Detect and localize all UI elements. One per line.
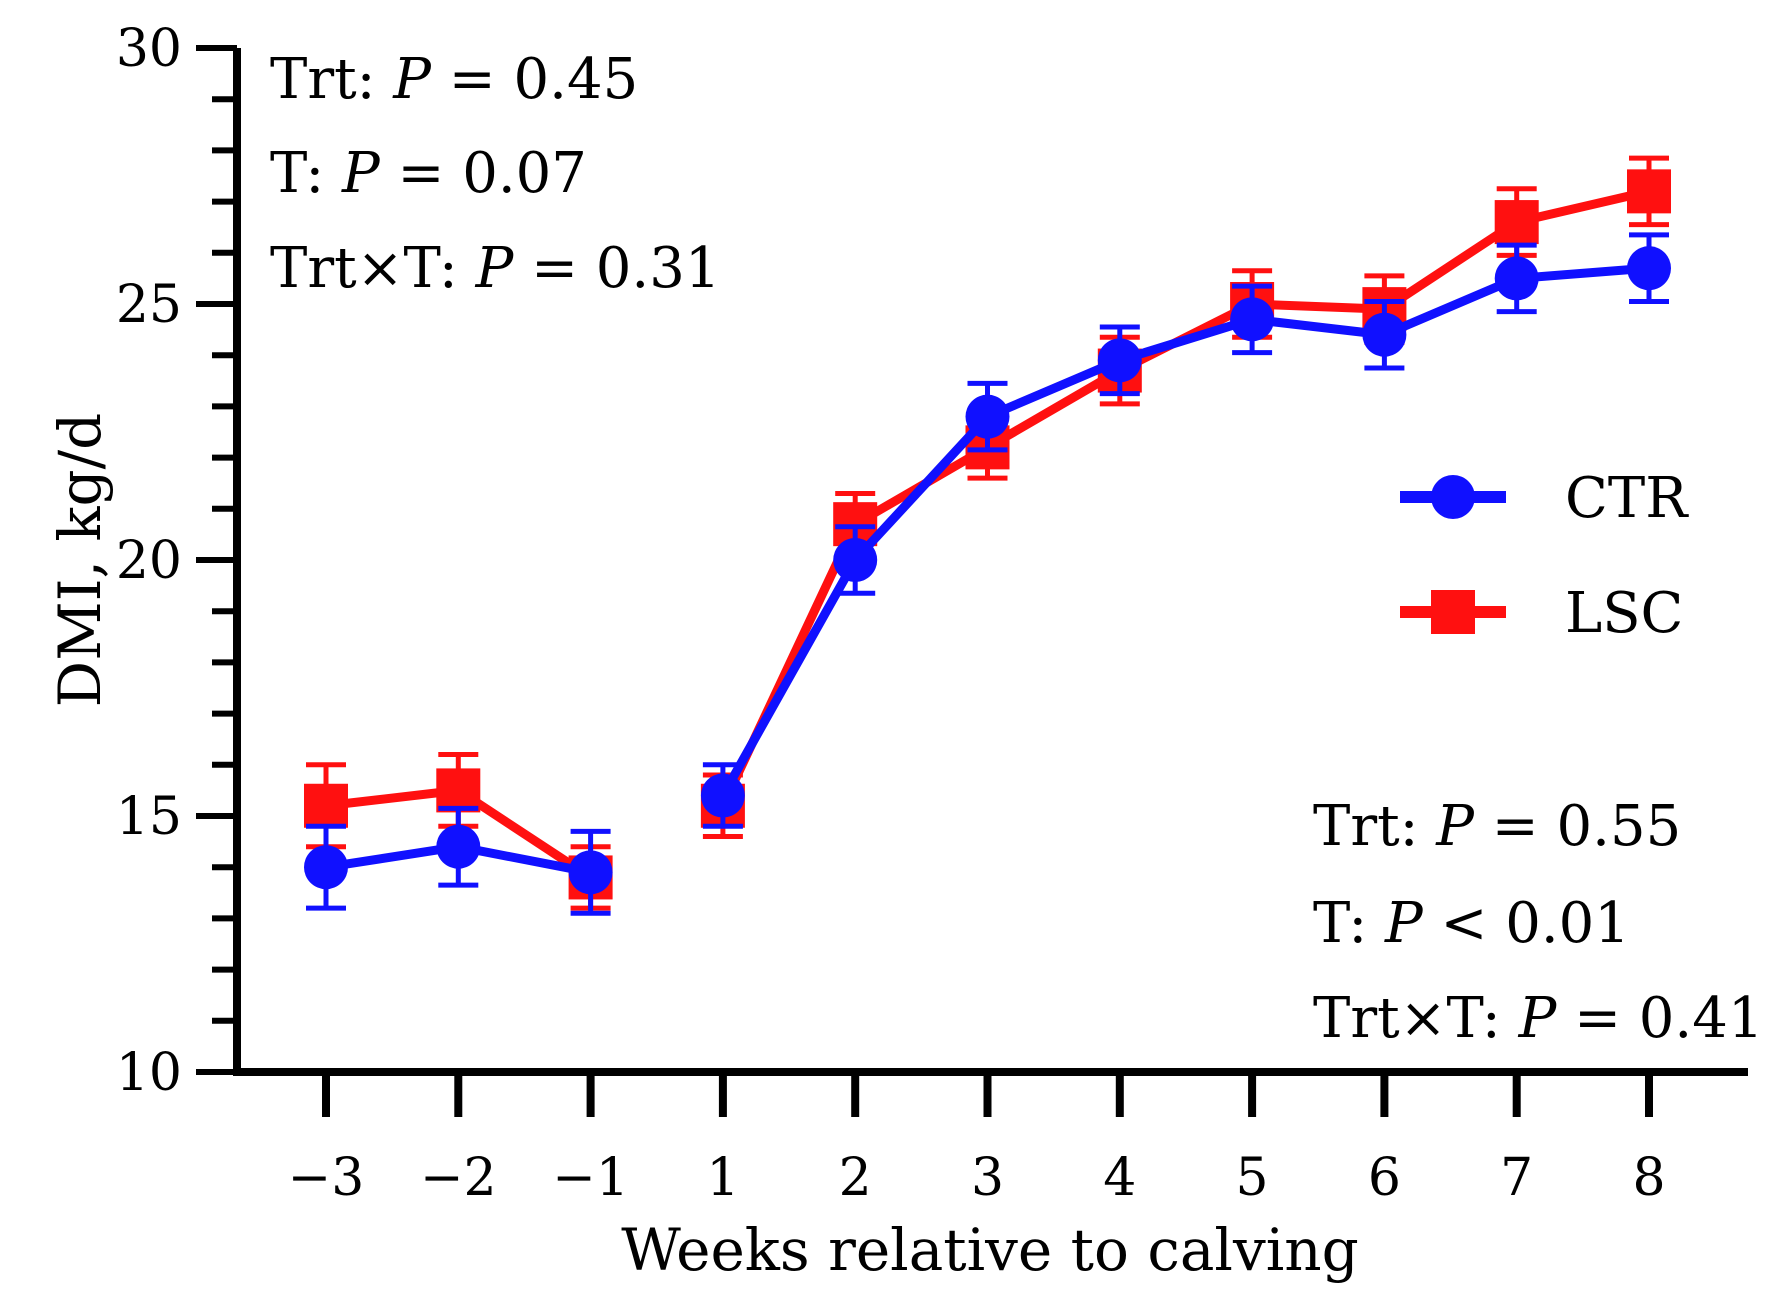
lsc-point (304, 783, 348, 828)
x-tick-label: 1 (706, 1148, 739, 1208)
legend-ctr-marker (1431, 475, 1475, 519)
x-tick-label: −3 (288, 1148, 365, 1208)
ctr-point (833, 538, 878, 582)
x-ticks: −3 −2 −1 1 2 3 4 5 6 7 8 (288, 1072, 1666, 1208)
series-layer (304, 155, 1671, 916)
ctr-point (1362, 312, 1407, 357)
x-tick-label: 2 (839, 1148, 872, 1208)
x-tick-label: 8 (1632, 1148, 1665, 1208)
postpartum-t-stat: T: P < 0.01 (1313, 891, 1630, 956)
x-tick-label: 3 (971, 1148, 1004, 1208)
ctr-point (1494, 256, 1539, 301)
ctr-point (965, 394, 1010, 439)
prepartum-trt-stat: Trt: P = 0.45 (270, 47, 638, 112)
ctr-point (436, 824, 481, 869)
y-ticks: 10 15 20 25 30 (116, 19, 237, 1103)
y-tick-label: 15 (116, 787, 182, 847)
ctr-point (1627, 246, 1671, 291)
postpartum-interaction-stat: Trt×T: P = 0.41 (1313, 986, 1763, 1051)
legend-lsc-label: LSC (1565, 581, 1683, 646)
x-axis-title: Weeks relative to calving (621, 1216, 1359, 1284)
y-axis-title: DMI, kg/d (46, 413, 114, 708)
lsc-point (1627, 169, 1671, 214)
prepartum-t-stat: T: P = 0.07 (270, 141, 587, 206)
x-tick-label: 5 (1236, 1148, 1269, 1208)
postpartum-trt-stat: Trt: P = 0.55 (1313, 794, 1681, 859)
postpartum-stats: Trt: P = 0.55 T: P < 0.01 Trt×T: P = 0.4… (1313, 794, 1763, 1051)
x-tick-label: 7 (1500, 1148, 1533, 1208)
series-ctr (304, 232, 1671, 916)
ctr-point (1230, 297, 1275, 342)
prepartum-interaction-stat: Trt×T: P = 0.31 (270, 236, 720, 301)
y-tick-label: 25 (116, 275, 182, 335)
lsc-point (436, 768, 481, 813)
prepartum-stats: Trt: P = 0.45 T: P = 0.07 Trt×T: P = 0.3… (270, 47, 720, 301)
lsc-point (1494, 200, 1539, 245)
ctr-point (568, 850, 613, 895)
y-tick-label: 10 (116, 1043, 182, 1103)
y-tick-label: 20 (116, 531, 182, 591)
ctr-line (718, 263, 1650, 798)
ctr-point (700, 773, 745, 818)
legend-ctr-label: CTR (1565, 466, 1689, 531)
x-tick-label: 4 (1103, 1148, 1136, 1208)
legend: CTR LSC (1400, 466, 1689, 646)
x-tick-label: −1 (552, 1148, 629, 1208)
ctr-point (1097, 338, 1142, 383)
legend-lsc-marker (1431, 590, 1475, 634)
y-tick-label: 30 (116, 19, 182, 79)
x-tick-label: −2 (420, 1148, 497, 1208)
ctr-point (304, 845, 348, 890)
x-tick-label: 6 (1368, 1148, 1401, 1208)
